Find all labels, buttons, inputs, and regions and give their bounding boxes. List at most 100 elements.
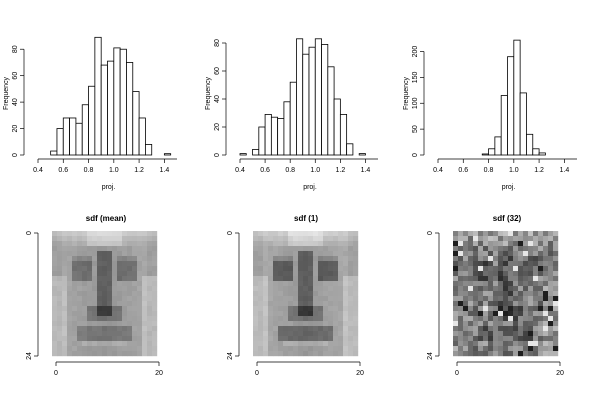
heatmap-cell <box>528 236 534 242</box>
heatmap-cell <box>72 236 78 242</box>
heatmap-cell <box>258 346 264 352</box>
heatmap-cell <box>308 231 314 237</box>
y-tick-label: 40 <box>214 95 221 103</box>
heatmap-cell <box>453 241 459 247</box>
heatmap-cell <box>533 316 539 322</box>
heatmap-cell <box>142 256 148 262</box>
heatmap-cell <box>152 286 158 292</box>
heatmap-cell <box>308 266 314 272</box>
heatmap-cell <box>268 286 274 292</box>
heatmap-cell <box>488 241 494 247</box>
heatmap-cell <box>523 316 529 322</box>
heatmap-cell <box>523 306 529 312</box>
heatmap-cell <box>97 296 103 302</box>
heatmap-cell <box>82 251 88 257</box>
heatmap-cell <box>152 326 158 332</box>
heatmap-cell <box>303 286 309 292</box>
heatmap-cell <box>508 241 514 247</box>
heatmap-cell <box>333 281 339 287</box>
heatmap-cell <box>348 281 354 287</box>
heatmap-cell <box>77 296 83 302</box>
heatmap-cell <box>518 311 524 317</box>
heatmap-cell <box>338 336 344 342</box>
heatmap-cell <box>523 311 529 317</box>
heatmap-cell <box>478 311 484 317</box>
heatmap-cell <box>453 301 459 307</box>
x-axis-label: proj. <box>102 184 116 191</box>
heatmap-cell <box>538 256 544 262</box>
heatmap-cell <box>263 351 269 357</box>
x-tick-label: 0.6 <box>458 167 468 174</box>
heatmap-cell <box>278 311 284 317</box>
heatmap-cell <box>57 326 63 332</box>
heatmap-cell <box>278 306 284 312</box>
heatmap-cell <box>122 296 128 302</box>
heatmap-cell <box>72 246 78 252</box>
heatmap-cell <box>298 311 304 317</box>
heatmap-cell <box>488 321 494 327</box>
heatmap-cell <box>548 306 554 312</box>
heatmap-cell <box>333 276 339 282</box>
heatmap-cell <box>152 331 158 337</box>
heatmap-cell <box>268 246 274 252</box>
heatmap-cell <box>533 256 539 262</box>
heatmap-cell <box>72 296 78 302</box>
heatmap-cell <box>503 251 509 257</box>
heatmap-cell <box>152 336 158 342</box>
heatmap-cell <box>313 346 319 352</box>
heatmap-cell <box>258 326 264 332</box>
heatmap-cell <box>538 286 544 292</box>
heatmap-cell <box>463 231 469 237</box>
heatmap-cell <box>127 311 133 317</box>
heatmap-cell <box>263 241 269 247</box>
heatmap-cell <box>453 246 459 252</box>
heatmap-cell <box>488 276 494 282</box>
heatmap-cell <box>102 281 108 287</box>
heatmap-cell <box>62 256 68 262</box>
heatmap-cell <box>328 296 334 302</box>
heatmap-cell <box>343 351 349 357</box>
heatmap-cell <box>518 296 524 302</box>
heatmap-cell <box>137 241 143 247</box>
histogram-bar <box>507 56 515 156</box>
heatmap-cell <box>97 276 103 282</box>
histogram-bar <box>532 148 540 156</box>
heatmap-cell <box>97 316 103 322</box>
heatmap-cell <box>258 316 264 322</box>
heatmap-cell <box>473 336 479 342</box>
heatmap-cell <box>72 271 78 277</box>
y-tick-label: 80 <box>12 45 19 53</box>
heatmap-cell <box>283 346 289 352</box>
heatmap-cell <box>263 236 269 242</box>
heatmap-cell <box>273 321 279 327</box>
heatmap-cell <box>303 241 309 247</box>
heatmap-cell <box>112 316 118 322</box>
heatmap-cell <box>258 271 264 277</box>
heatmap-cell <box>548 316 554 322</box>
heatmap-cell <box>458 316 464 322</box>
heatmap-cell <box>92 236 98 242</box>
heatmap-cell <box>112 236 118 242</box>
heatmap-cell <box>253 241 259 247</box>
heatmap-cell <box>483 316 489 322</box>
heatmap-cell <box>463 301 469 307</box>
heatmap-cell <box>147 246 153 252</box>
heatmap-cell <box>102 236 108 242</box>
heatmap-cell <box>112 336 118 342</box>
heatmap-cell <box>453 341 459 347</box>
heatmap-cell <box>353 241 359 247</box>
heatmap-cell <box>273 266 279 272</box>
heatmap-cell <box>283 326 289 332</box>
heatmap-cell <box>278 241 284 247</box>
heatmap-cell <box>353 271 359 277</box>
heatmap-cell <box>478 251 484 257</box>
heatmap-cell <box>278 246 284 252</box>
heatmap-cell <box>318 291 324 297</box>
heatmap-cell <box>152 346 158 352</box>
heatmap-cell <box>278 316 284 322</box>
heatmap-cell <box>453 291 459 297</box>
heatmap-cell <box>87 276 93 282</box>
heatmap-cell <box>313 271 319 277</box>
heatmap-cell <box>313 266 319 272</box>
heatmap-cell <box>142 276 148 282</box>
